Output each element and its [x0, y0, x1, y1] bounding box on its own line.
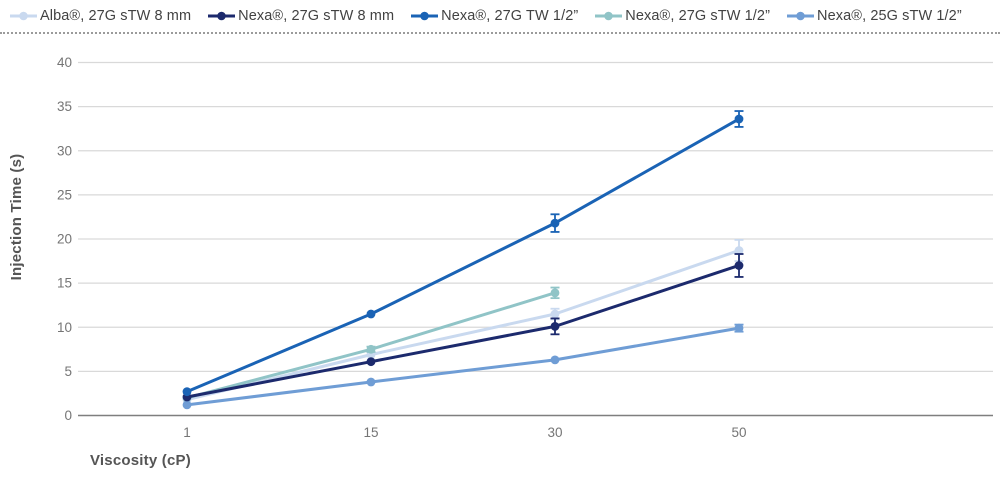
data-point-marker: [366, 377, 376, 387]
y-axis-title: Injection Time (s): [8, 153, 25, 281]
series-line: [185, 326, 741, 407]
y-tick-label: 0: [64, 408, 72, 423]
y-tick-label: 20: [57, 232, 72, 247]
legend-item-label: Nexa®, 25G sTW 1/2”: [817, 7, 962, 24]
legend-item: Nexa®, 27G TW 1/2”: [411, 8, 578, 24]
x-tick-label: 1: [183, 425, 191, 440]
series-line: [185, 248, 741, 402]
y-tick-label: 30: [57, 143, 72, 158]
data-point-marker: [550, 309, 560, 319]
x-tick-label: 15: [363, 425, 378, 440]
legend-line-marker-icon: [411, 11, 439, 20]
legend-line-marker-icon: [10, 11, 37, 20]
y-tick-label: 5: [64, 364, 72, 379]
data-point-marker: [550, 355, 560, 365]
data-point-marker: [182, 387, 192, 397]
y-tick-label: 25: [57, 187, 72, 202]
data-point-marker: [734, 323, 744, 333]
legend-item-label: Nexa®, 27G TW 1/2”: [441, 7, 579, 24]
data-point-marker: [366, 344, 376, 354]
data-point-marker: [550, 321, 560, 331]
series-line: [185, 263, 741, 399]
y-tick-label: 40: [57, 55, 72, 70]
legend-item: Nexa®, 27G sTW 1/2”: [595, 8, 770, 24]
data-point-marker: [366, 309, 376, 319]
x-tick-label: 30: [547, 425, 562, 440]
legend-item: Alba®, 27G sTW 8 mm: [10, 8, 191, 24]
data-point-marker: [550, 218, 560, 228]
legend-item-label: Nexa®, 27G sTW 1/2”: [625, 7, 771, 24]
data-point-marker: [734, 261, 744, 270]
legend-item: Nexa®, 25G sTW 1/2”: [787, 8, 962, 24]
x-axis-title: Viscosity (cP): [90, 452, 191, 469]
data-point-marker: [734, 114, 744, 124]
legend-item-label: Alba®, 27G sTW 8 mm: [40, 7, 192, 24]
legend-item-label: Nexa®, 27G sTW 8 mm: [238, 7, 395, 24]
data-point-marker: [550, 288, 560, 298]
legend: Alba®, 27G sTW 8 mm Nexa®, 27G sTW 8 mm …: [0, 0, 1000, 31]
legend-divider: [0, 32, 1000, 34]
series-line: [185, 117, 741, 394]
legend-line-marker-icon: [595, 11, 623, 20]
legend-line-marker-icon: [208, 11, 236, 20]
y-tick-label: 35: [57, 99, 72, 114]
legend-item: Nexa®, 27G sTW 8 mm: [208, 8, 394, 24]
data-point-marker: [734, 246, 744, 255]
x-tick-label: 50: [731, 425, 746, 440]
data-point-marker: [182, 400, 192, 410]
data-point-marker: [366, 357, 376, 367]
y-tick-label: 15: [57, 276, 72, 291]
legend-line-marker-icon: [787, 11, 815, 20]
y-tick-label: 10: [57, 320, 72, 335]
